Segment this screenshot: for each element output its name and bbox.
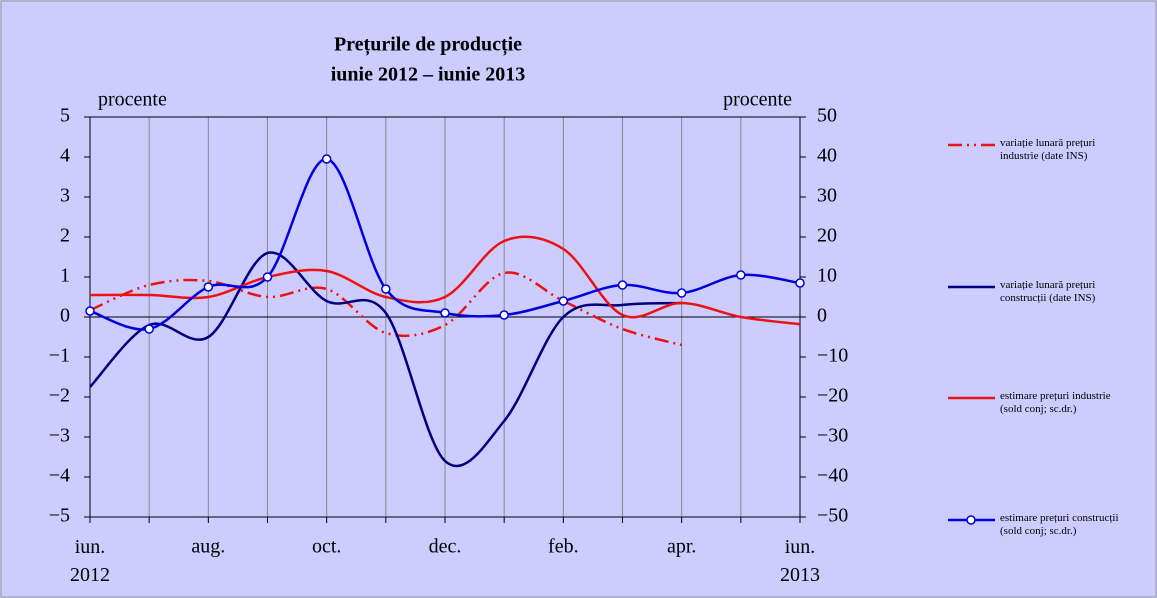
y-axis-label: procente [98, 89, 167, 111]
y-tick-label: −1 [49, 345, 70, 367]
x-tick-label: iun. 2013 [780, 536, 820, 586]
x-tick-label: dec. [429, 536, 462, 558]
legend-entry: variație lunară prețuri construcții (dat… [1000, 279, 1096, 304]
y2-tick-label: 30 [817, 185, 837, 207]
y-tick-label: −2 [49, 385, 70, 407]
y-tick-label: −5 [49, 505, 70, 527]
series-line [89, 271, 682, 347]
series-marker [440, 308, 450, 318]
y2-tick-label: 0 [817, 305, 827, 327]
series-marker [676, 288, 687, 298]
x-tick-label: aug. [191, 536, 225, 558]
series-line [89, 235, 801, 326]
y-tick-label: 3 [60, 185, 70, 207]
chart-title: Prețurile de producție [334, 34, 522, 57]
x-tick-label: feb. [548, 536, 579, 558]
series-marker [321, 154, 332, 164]
y-tick-label: 0 [60, 305, 70, 327]
chart-subtitle: iunie 2012 – iunie 2013 [331, 64, 525, 86]
x-tick-label: oct. [312, 536, 341, 558]
series-marker [617, 280, 628, 290]
y2-tick-label: −50 [817, 505, 848, 527]
y2-axis-label: procente [723, 89, 792, 111]
y2-tick-label: 10 [817, 265, 837, 287]
y-tick-label: 1 [60, 265, 70, 287]
y2-tick-label: 50 [817, 105, 837, 127]
x-tick-label: apr. [667, 536, 696, 558]
x-tick-label: iun. 2012 [70, 536, 110, 586]
legend-entry: estimare prețuri industrie (sold conj; s… [1000, 390, 1111, 415]
y-tick-label: 2 [60, 225, 70, 247]
series-marker [558, 296, 569, 306]
y2-tick-label: 20 [817, 225, 837, 247]
y-tick-label: −3 [49, 425, 70, 447]
series-marker [203, 282, 214, 292]
series-line [89, 251, 682, 468]
y2-tick-label: −20 [817, 385, 848, 407]
series-marker [499, 310, 509, 320]
legend-entry: variație lunară prețuri industrie (date … [1000, 137, 1096, 162]
y2-tick-label: 40 [817, 145, 837, 167]
y-tick-label: 5 [60, 105, 70, 127]
series-marker [795, 278, 805, 288]
legend-entry: estimare prețuri construcții (sold conj;… [1000, 512, 1119, 537]
legend-marker [966, 515, 976, 525]
series-marker [262, 272, 273, 282]
series-marker [85, 306, 95, 316]
y-tick-label: 4 [60, 145, 70, 167]
y2-tick-label: −30 [817, 425, 848, 447]
series-marker [736, 270, 746, 280]
y2-tick-label: −10 [817, 345, 848, 367]
y2-tick-label: −40 [817, 465, 848, 487]
series-marker [144, 324, 154, 334]
series-marker [381, 284, 391, 294]
y-tick-label: −4 [49, 465, 70, 487]
